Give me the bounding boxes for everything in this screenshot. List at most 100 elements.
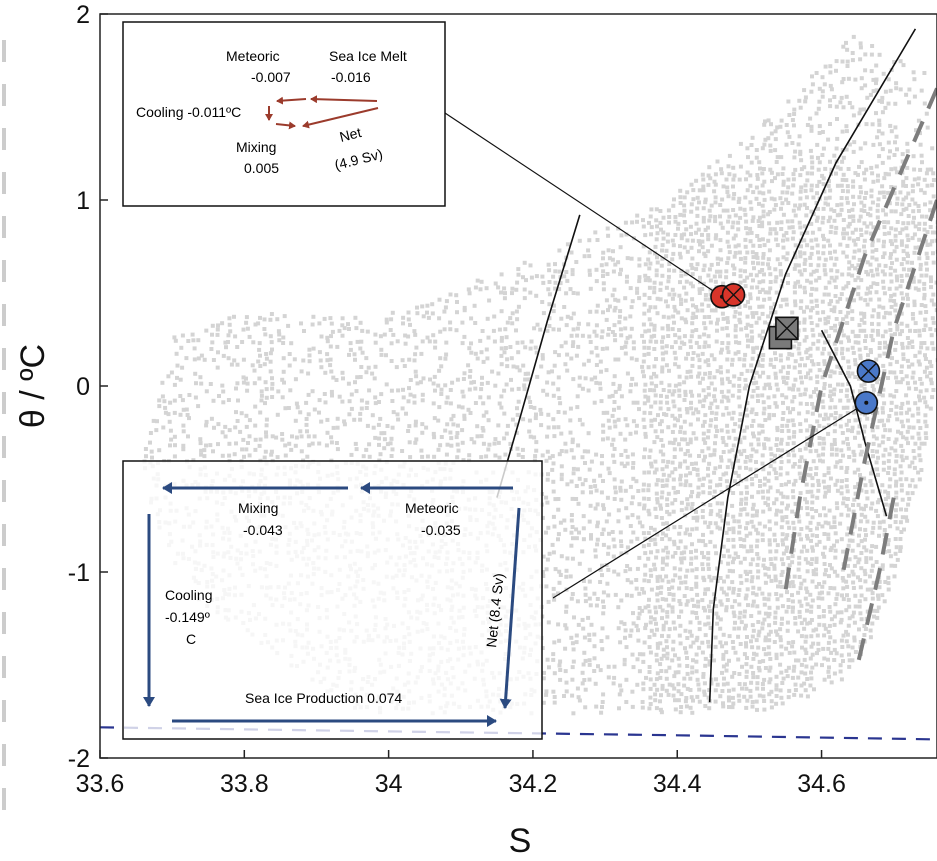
observation-point xyxy=(899,483,904,488)
observation-point xyxy=(160,394,165,399)
observation-point xyxy=(701,437,706,442)
observation-point xyxy=(906,214,911,218)
observation-point xyxy=(503,327,508,332)
observation-point xyxy=(786,479,791,484)
observation-point xyxy=(714,233,719,238)
observation-point xyxy=(751,585,756,590)
observation-point xyxy=(660,531,665,536)
observation-point xyxy=(743,244,748,249)
observation-point xyxy=(280,437,285,442)
observation-point xyxy=(924,436,929,440)
observation-point xyxy=(157,448,162,453)
observation-point xyxy=(490,369,495,374)
observation-point xyxy=(754,527,759,532)
observation-point xyxy=(163,405,168,410)
observation-point xyxy=(877,118,882,123)
observation-point xyxy=(259,393,264,398)
observation-point xyxy=(678,473,683,478)
observation-point xyxy=(862,238,867,243)
observation-point xyxy=(215,365,220,370)
observation-point xyxy=(575,394,580,399)
observation-point xyxy=(592,400,597,405)
observation-point xyxy=(670,392,675,397)
observation-point xyxy=(736,473,741,478)
observation-point xyxy=(869,506,874,511)
observation-point xyxy=(844,284,849,289)
observation-point xyxy=(847,374,852,379)
observation-point xyxy=(574,484,579,488)
observation-point xyxy=(257,443,262,448)
observation-point xyxy=(541,574,546,578)
observation-point xyxy=(838,100,843,105)
observation-point xyxy=(882,423,886,428)
observation-point xyxy=(642,374,646,379)
observation-point xyxy=(721,208,726,213)
observation-point xyxy=(870,501,875,506)
observation-point xyxy=(438,329,443,334)
observation-point xyxy=(761,252,766,256)
observation-point xyxy=(731,196,736,201)
observation-point xyxy=(210,332,214,337)
observation-point xyxy=(736,555,741,559)
observation-point xyxy=(906,502,911,507)
observation-point xyxy=(737,250,742,255)
observation-point xyxy=(859,160,864,165)
observation-point xyxy=(679,425,683,430)
observation-point xyxy=(868,297,873,302)
observation-point xyxy=(792,112,797,116)
observation-point xyxy=(629,256,634,261)
observation-point xyxy=(822,386,827,391)
observation-point xyxy=(640,364,645,369)
observation-point xyxy=(655,575,660,580)
observation-point xyxy=(491,328,496,333)
observation-point xyxy=(462,416,467,421)
observation-point xyxy=(571,377,576,382)
observation-point xyxy=(851,214,856,219)
observation-point xyxy=(601,506,606,511)
observation-point xyxy=(841,317,846,322)
observation-point xyxy=(810,579,815,584)
observation-point xyxy=(768,357,773,362)
observation-point xyxy=(564,574,569,579)
observation-point xyxy=(774,290,779,295)
observation-point xyxy=(857,557,862,562)
observation-point xyxy=(312,434,317,439)
observation-point xyxy=(866,453,870,458)
observation-point xyxy=(660,351,665,356)
observation-point xyxy=(731,586,736,591)
observation-point xyxy=(719,455,723,460)
observation-point xyxy=(631,530,636,535)
observation-point xyxy=(863,52,868,57)
observation-point xyxy=(798,586,803,591)
observation-point xyxy=(772,501,777,506)
observation-point xyxy=(244,413,249,418)
observation-point xyxy=(595,353,600,358)
observation-point xyxy=(810,82,815,87)
observation-point xyxy=(750,513,755,518)
observation-point xyxy=(646,308,651,313)
observation-point xyxy=(510,311,515,316)
observation-point xyxy=(712,274,717,279)
observation-point xyxy=(815,243,820,248)
observation-point xyxy=(841,231,846,236)
observation-point xyxy=(618,245,623,250)
observation-point xyxy=(305,454,310,459)
observation-point xyxy=(877,579,882,584)
observation-point xyxy=(835,117,839,121)
observation-point xyxy=(864,556,869,561)
observation-point xyxy=(724,269,729,274)
observation-point xyxy=(569,250,574,255)
observation-point xyxy=(808,353,813,358)
observation-point xyxy=(793,281,798,286)
observation-point xyxy=(833,422,838,427)
observation-point xyxy=(667,440,672,445)
observation-point xyxy=(858,578,863,583)
observation-point xyxy=(899,364,904,369)
observation-point xyxy=(809,221,814,226)
observation-point xyxy=(863,579,868,584)
observation-point xyxy=(853,340,858,345)
observation-point xyxy=(871,387,876,392)
observation-point xyxy=(364,447,369,452)
observation-point xyxy=(775,243,780,248)
observation-point xyxy=(277,332,282,337)
